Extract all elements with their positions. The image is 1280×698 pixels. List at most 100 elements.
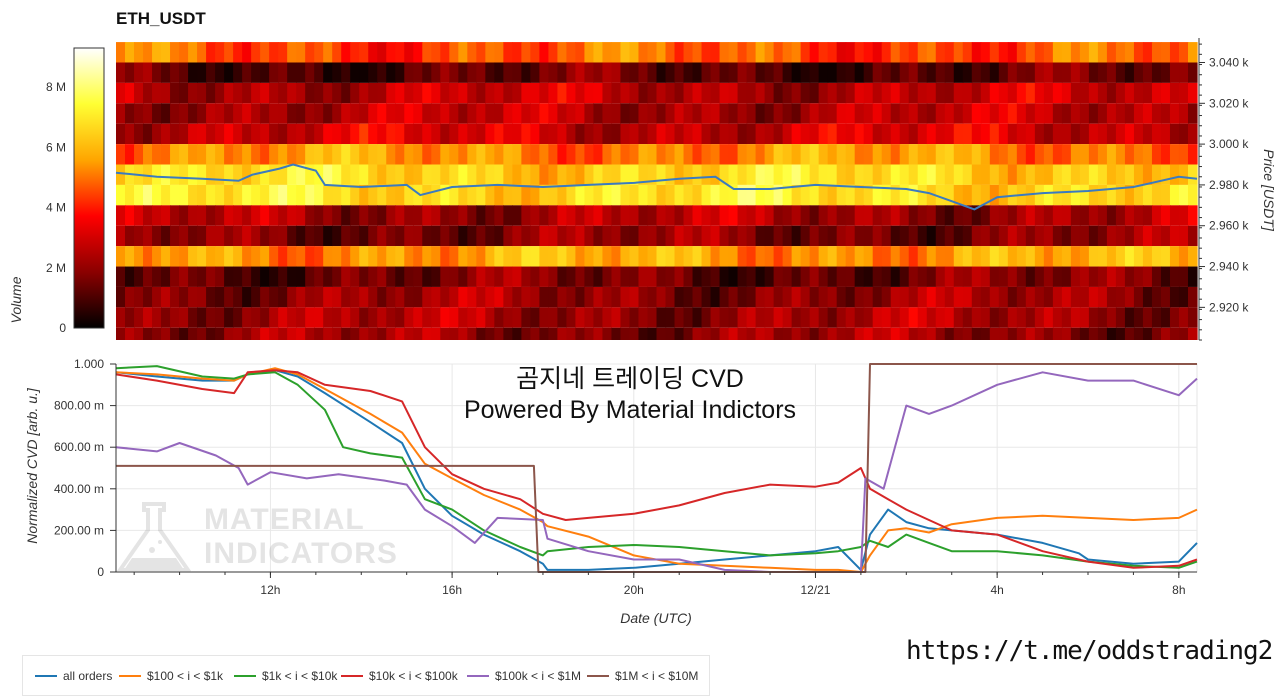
heatmap-cell xyxy=(935,327,946,340)
cvd-x-tick-label: 12/21 xyxy=(800,583,830,597)
heatmap-cell xyxy=(494,307,504,328)
heatmap-cell xyxy=(1142,62,1153,83)
heatmap-cell xyxy=(422,42,432,63)
heatmap-cell xyxy=(314,246,324,267)
heatmap-cell xyxy=(998,327,1009,340)
heatmap-cell xyxy=(323,144,333,165)
heatmap-cell xyxy=(602,123,613,145)
heatmap-cell xyxy=(611,103,622,124)
heatmap-cell xyxy=(251,123,261,145)
heatmap-cell xyxy=(170,286,180,308)
heatmap-cell xyxy=(197,225,207,247)
heatmap-cell xyxy=(746,307,757,328)
heatmap-cell xyxy=(206,286,216,308)
heatmap-cell xyxy=(962,82,973,104)
heatmap-cell xyxy=(512,286,522,308)
heatmap-cell xyxy=(305,123,315,145)
price-axis-tick-label: 2.920 k xyxy=(1209,300,1249,314)
heatmap-cell xyxy=(701,246,712,267)
heatmap-cell xyxy=(1187,246,1198,267)
heatmap-cell xyxy=(791,266,802,287)
heatmap-cell xyxy=(1070,327,1081,340)
heatmap-cell xyxy=(1061,103,1072,124)
heatmap-cell xyxy=(1151,205,1162,226)
heatmap-cell xyxy=(611,82,622,104)
heatmap[interactable] xyxy=(116,42,1198,340)
heatmap-cell xyxy=(143,123,153,145)
heatmap-cell xyxy=(701,327,712,340)
heatmap-cell xyxy=(296,82,306,104)
heatmap-cell xyxy=(710,62,721,83)
heatmap-cell xyxy=(341,103,351,124)
legend-item[interactable]: $10k < i < $100k xyxy=(341,669,458,685)
heatmap-cell xyxy=(1106,123,1117,145)
heatmap-cell xyxy=(575,82,586,104)
heatmap-cell xyxy=(566,266,577,287)
heatmap-cell xyxy=(1025,42,1036,63)
telegram-link[interactable]: https://t.me/oddstrading2 xyxy=(906,636,1273,666)
heatmap-cell xyxy=(467,164,477,185)
heatmap-cell xyxy=(566,246,577,267)
heatmap-cell xyxy=(1115,205,1126,226)
flask-icon xyxy=(116,502,192,572)
heatmap-cell xyxy=(377,144,387,165)
heatmap-cell xyxy=(413,307,423,328)
heatmap-cell xyxy=(341,144,351,165)
heatmap-cell xyxy=(485,144,495,165)
legend-item[interactable]: all orders xyxy=(35,669,112,685)
heatmap-cell xyxy=(413,123,423,145)
heatmap-cell xyxy=(161,164,171,185)
heatmap-cell xyxy=(683,164,694,185)
heatmap-cell xyxy=(548,103,559,124)
heatmap-cell xyxy=(1187,123,1198,145)
heatmap-cell xyxy=(494,82,504,104)
heatmap-cell xyxy=(1052,246,1063,267)
heatmap-cell xyxy=(683,62,694,83)
heatmap-cell xyxy=(359,205,369,226)
heatmap-cell xyxy=(737,246,748,267)
heatmap-cell xyxy=(719,42,730,63)
heatmap-cell xyxy=(602,42,613,63)
heatmap-cell xyxy=(179,246,189,267)
legend-item[interactable]: $1k < i < $10k xyxy=(234,669,337,685)
heatmap-cell xyxy=(197,164,207,185)
colorbar-tick-label: 4 M xyxy=(46,201,66,215)
heatmap-cell xyxy=(611,164,622,185)
heatmap-cell xyxy=(566,184,577,206)
heatmap-cell xyxy=(791,103,802,124)
heatmap-cell xyxy=(233,266,243,287)
heatmap-cell xyxy=(1169,144,1180,165)
heatmap-cell xyxy=(152,144,162,165)
heatmap-cell xyxy=(224,205,234,226)
heatmap-cell xyxy=(1052,164,1063,185)
heatmap-cell xyxy=(1115,225,1126,247)
heatmap-cell xyxy=(1016,164,1027,185)
cvd-lines[interactable] xyxy=(115,363,1198,573)
heatmap-cell xyxy=(521,266,531,287)
heatmap-cell xyxy=(1088,225,1099,247)
heatmap-cell xyxy=(1070,144,1081,165)
legend-item[interactable]: $100k < i < $1M xyxy=(467,669,581,685)
heatmap-cell xyxy=(359,164,369,185)
heatmap-cell xyxy=(692,164,703,185)
heatmap-cell xyxy=(269,246,279,267)
heatmap-cell xyxy=(1106,82,1117,104)
heatmap-cell xyxy=(773,103,784,124)
heatmap-cell xyxy=(512,164,522,185)
heatmap-cell xyxy=(512,144,522,165)
heatmap-cell xyxy=(296,225,306,247)
legend-item[interactable]: $1M < i < $10M xyxy=(587,669,698,685)
heatmap-cell xyxy=(341,123,351,145)
heatmap-cell xyxy=(782,62,793,83)
legend-item[interactable]: $100 < i < $1k xyxy=(119,669,223,685)
heatmap-cell xyxy=(917,144,928,165)
heatmap-cell xyxy=(980,123,991,145)
heatmap-cell xyxy=(431,123,441,145)
heatmap-cell xyxy=(431,144,441,165)
heatmap-cell xyxy=(989,103,1000,124)
heatmap-cell xyxy=(395,286,405,308)
heatmap-cell xyxy=(215,144,225,165)
heatmap-cell xyxy=(584,82,595,104)
heatmap-cell xyxy=(656,205,667,226)
heatmap-cell xyxy=(431,266,441,287)
